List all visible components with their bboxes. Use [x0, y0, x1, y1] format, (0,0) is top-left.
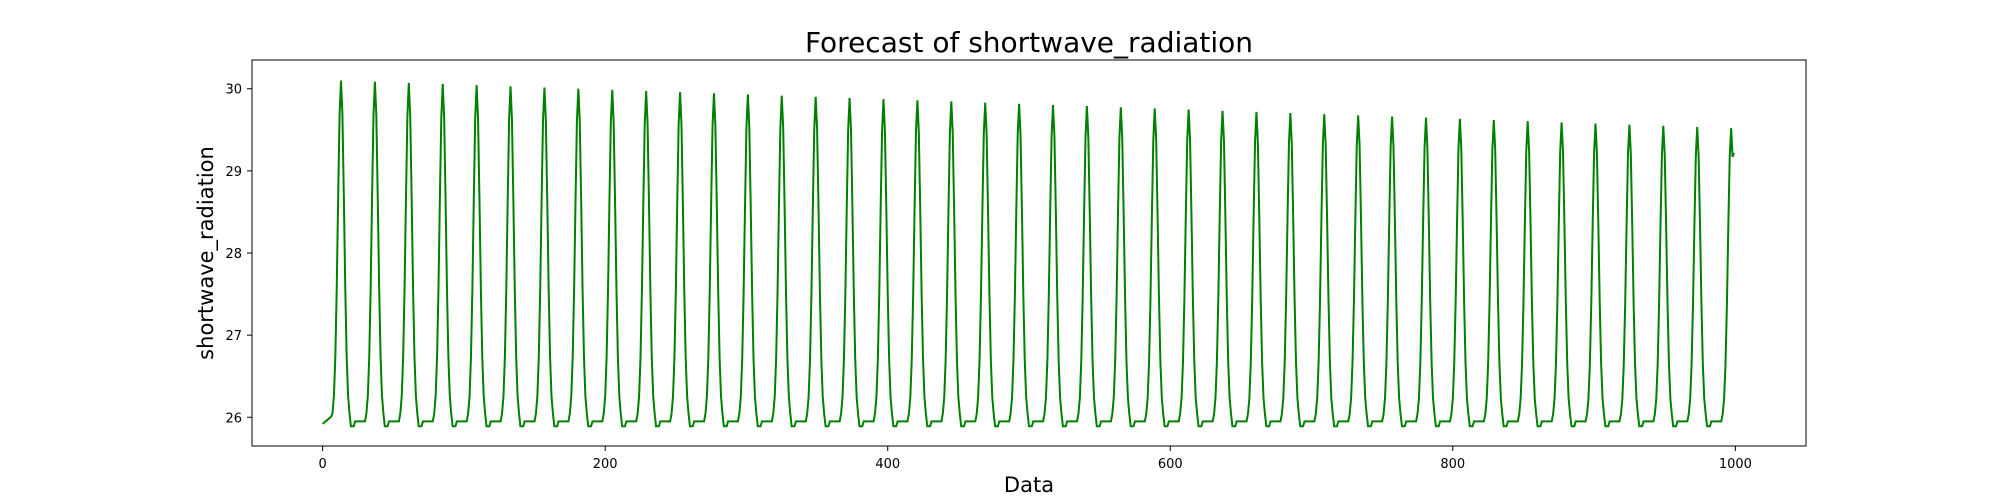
chart-title: Forecast of shortwave_radiation [805, 26, 1253, 59]
x-tick-label: 0 [318, 457, 326, 472]
x-axis-ticks: 0 200 400 600 800 1000 [318, 446, 1752, 472]
y-axis-ticks: 26 27 28 29 30 [225, 83, 252, 426]
y-axis-label: shortwave_radiation [194, 146, 219, 360]
series-line-shortwave-radiation [321, 80, 1735, 428]
y-tick-label: 28 [225, 247, 242, 262]
x-tick-label: 400 [875, 457, 900, 472]
x-tick-label: 800 [1440, 457, 1465, 472]
x-tick-label: 200 [593, 457, 618, 472]
x-tick-label: 1000 [1719, 457, 1752, 472]
y-tick-label: 30 [225, 83, 242, 98]
y-tick-label: 29 [225, 165, 242, 180]
y-tick-label: 27 [225, 329, 242, 344]
x-axis-label: Data [1004, 473, 1054, 497]
plot-frame [251, 59, 1807, 447]
x-tick-label: 600 [1158, 457, 1183, 472]
y-tick-label: 26 [225, 411, 242, 426]
